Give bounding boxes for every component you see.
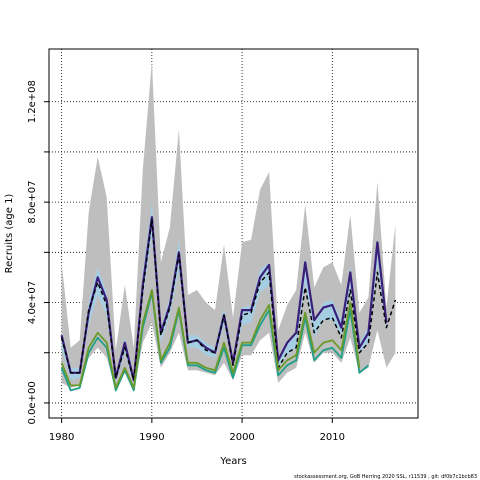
series-line-5: [60, 289, 361, 389]
x-tick-label: 1990: [139, 432, 164, 443]
x-tick-label: 1980: [49, 432, 74, 443]
series-line-3: [60, 218, 397, 382]
plot-frame: [48, 48, 419, 419]
y-tick-label: 1.2e+08: [27, 80, 38, 123]
y-axis: 0.0e+00 4.0e+07 8.0e+07 1.2e+08: [27, 80, 49, 424]
x-axis: 1980 1990 2000 2010: [49, 418, 345, 443]
x-tick-label: 2000: [229, 432, 254, 443]
y-tick-label: 4.0e+07: [27, 281, 38, 324]
y-axis-title: Recruits (age 1): [4, 194, 15, 274]
x-tick-label: 2010: [320, 432, 345, 443]
y-tick-label: 0.0e+00: [27, 381, 38, 424]
x-axis-title: Years: [219, 456, 246, 467]
caption: stockassessment.org, GoB Herring 2020 SS…: [294, 474, 477, 480]
series-layer: [60, 61, 397, 392]
y-tick-label: 8.0e+07: [27, 181, 38, 224]
